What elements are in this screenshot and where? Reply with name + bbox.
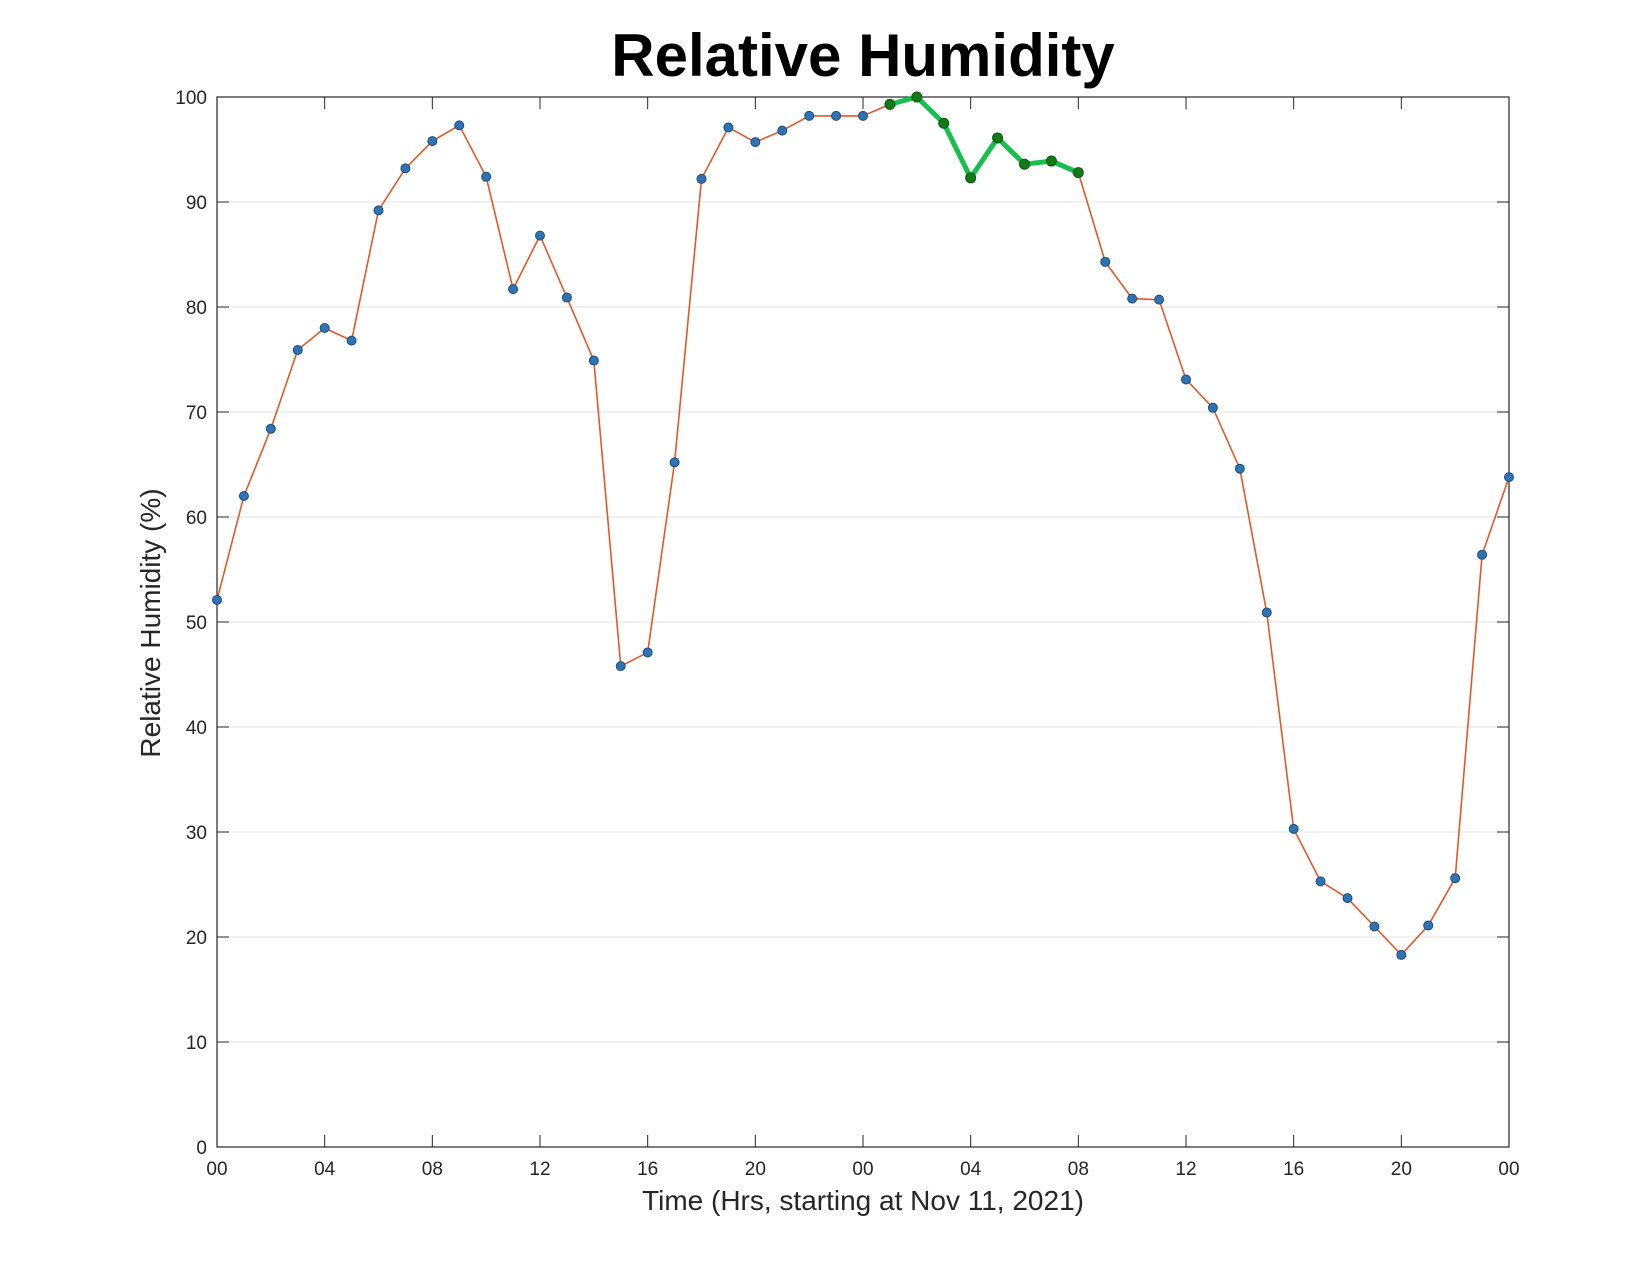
y-tick-label: 90 — [186, 193, 207, 214]
data-point — [508, 284, 519, 295]
data-point — [373, 205, 384, 216]
data-point — [1396, 949, 1407, 960]
data-point — [858, 110, 868, 121]
data-point — [1261, 607, 1272, 618]
highlight-data-point — [1072, 167, 1084, 179]
y-tick-label: 60 — [186, 508, 207, 529]
data-point — [292, 345, 303, 356]
data-point — [265, 423, 276, 434]
data-point — [561, 292, 572, 303]
series-line-path — [216, 96, 1510, 956]
data-point — [1288, 823, 1299, 834]
x-tick-label: 20 — [745, 1159, 766, 1180]
data-point — [723, 122, 734, 133]
data-point — [400, 163, 411, 174]
data-point — [1423, 920, 1434, 931]
data-point — [615, 661, 626, 672]
y-tick-label: 10 — [186, 1033, 207, 1054]
data-point — [642, 647, 653, 658]
y-tick-label: 30 — [186, 823, 207, 844]
data-point — [481, 171, 492, 182]
data-point — [1181, 374, 1191, 385]
y-tick-label: 0 — [196, 1138, 207, 1159]
highlight-data-point — [1019, 158, 1030, 170]
y-axis-label: Relative Humidity (%) — [135, 488, 166, 757]
data-point — [750, 137, 761, 148]
y-tick-label: 100 — [175, 88, 207, 109]
data-point — [346, 335, 357, 346]
data-point — [1234, 463, 1245, 474]
y-tick-label: 80 — [186, 298, 207, 319]
x-tick-label: 00 — [1498, 1159, 1519, 1180]
data-point — [588, 355, 599, 366]
data-point — [535, 230, 545, 241]
y-tick-label: 40 — [186, 718, 207, 739]
axis-ticks: 0 10 20 30 40 50 60 70 80 90 100 00 04 08 12 16 20 00 04 08… — [175, 88, 1519, 1180]
data-point — [669, 457, 680, 468]
highlight-data-point — [911, 91, 923, 103]
data-point — [1207, 402, 1218, 413]
x-tick-label: 12 — [529, 1159, 550, 1180]
x-tick-label: 00 — [206, 1159, 227, 1180]
data-point — [1100, 256, 1111, 267]
data-point — [319, 323, 330, 333]
x-tick-label: 08 — [422, 1159, 443, 1180]
y-tick-label: 50 — [186, 613, 207, 634]
data-point — [804, 110, 815, 121]
data-point — [1369, 921, 1380, 932]
data-point — [696, 173, 707, 184]
highlight-data-point — [1045, 155, 1057, 167]
x-tick-label: 04 — [960, 1159, 982, 1180]
data-point — [212, 594, 222, 605]
data-markers — [212, 91, 1514, 960]
data-point — [1450, 873, 1461, 884]
chart-title: Relative Humidity — [611, 22, 1115, 89]
highlight-data-point — [992, 132, 1004, 144]
data-point — [1504, 472, 1514, 483]
y-tick-label: 20 — [186, 928, 207, 949]
data-point — [1315, 876, 1326, 887]
x-tick-label: 04 — [314, 1159, 336, 1180]
data-point — [1342, 893, 1353, 904]
highlight-data-point — [884, 98, 896, 110]
x-tick-label: 12 — [1175, 1159, 1196, 1180]
data-point — [1127, 293, 1138, 304]
x-tick-label: 08 — [1068, 1159, 1089, 1180]
x-tick-label: 20 — [1391, 1159, 1412, 1180]
x-tick-label: 00 — [852, 1159, 873, 1180]
data-point — [1477, 549, 1488, 560]
y-tick-label: 70 — [186, 403, 207, 424]
highlight-data-point — [938, 117, 950, 129]
highlight-data-point — [965, 172, 977, 184]
data-point — [454, 120, 465, 131]
data-point — [238, 491, 249, 501]
data-point — [777, 125, 788, 136]
grid-lines — [217, 201, 1509, 1043]
data-point — [1154, 294, 1165, 305]
x-tick-label: 16 — [637, 1159, 658, 1180]
data-point — [831, 110, 842, 121]
x-axis-label: Time (Hrs, starting at Nov 11, 2021) — [642, 1185, 1084, 1216]
data-point — [427, 136, 438, 147]
x-tick-label: 16 — [1283, 1159, 1304, 1180]
series-line — [216, 94, 1510, 956]
